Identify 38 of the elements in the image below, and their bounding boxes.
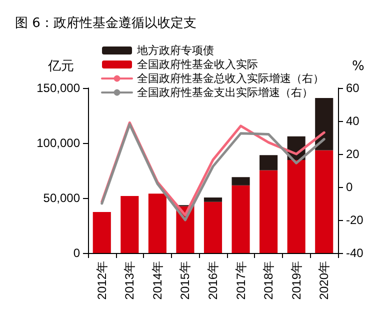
x-tick-label: 2014年 xyxy=(150,261,164,300)
bar xyxy=(204,202,222,253)
bar xyxy=(120,196,139,253)
legend-label: 全国政府性基金总收入实际增速（右） xyxy=(137,72,324,85)
y-tick-label: 50,000 xyxy=(43,191,80,205)
x-tick-label: 2020年 xyxy=(317,261,332,300)
y-tick-label: 150,000 xyxy=(36,81,80,95)
bar xyxy=(148,194,166,253)
y2-tick-label: 40 xyxy=(346,114,360,128)
y2-axis-title: % xyxy=(352,59,364,74)
y2-tick-label: 60 xyxy=(346,81,360,95)
bar xyxy=(315,98,334,150)
x-tick-label: 2017年 xyxy=(234,261,248,300)
bar xyxy=(260,170,278,253)
legend-label: 全国政府性基金收入实际 xyxy=(137,58,258,71)
x-tick-label: 2012年 xyxy=(94,261,109,300)
bar xyxy=(260,155,278,170)
legend-label: 地方政府专项债 xyxy=(136,44,214,57)
y-tick-label: 0 xyxy=(73,246,80,260)
y-tick-label: 100,000 xyxy=(36,136,80,150)
bar xyxy=(315,150,334,253)
y2-tick-label: -40 xyxy=(346,246,364,260)
bar xyxy=(92,212,111,253)
y2-tick-label: 20 xyxy=(346,147,360,161)
y-axis-title: 亿元 xyxy=(47,59,74,74)
bar xyxy=(232,177,250,186)
x-tick-label: 2016年 xyxy=(206,261,220,300)
legend-label: 全国政府性基金支出实际增速（右） xyxy=(137,86,313,99)
chart-title: 图 6：政府性基金遵循以收定支 xyxy=(15,15,196,31)
bar xyxy=(287,160,306,253)
bar xyxy=(204,197,222,202)
bar xyxy=(232,185,250,253)
y2-tick-label: 0 xyxy=(346,180,353,194)
x-tick-label: 2015年 xyxy=(178,261,192,300)
x-tick-label: 2013年 xyxy=(122,261,137,300)
x-tick-label: 2018年 xyxy=(262,261,276,300)
x-tick-label: 2019年 xyxy=(289,261,304,300)
y2-tick-label: -20 xyxy=(346,213,364,227)
